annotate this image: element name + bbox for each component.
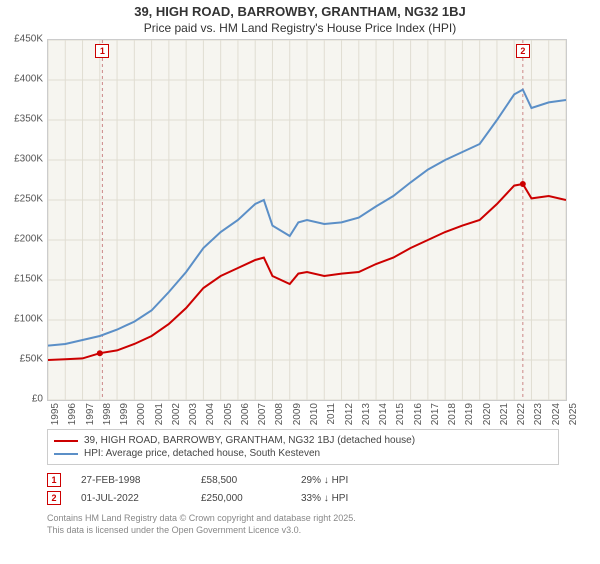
footer-line-2: This data is licensed under the Open Gov… [47, 525, 600, 537]
x-tick-label: 1996 [67, 403, 78, 425]
legend-row: HPI: Average price, detached house, Sout… [54, 447, 552, 460]
event-marker: 2 [47, 491, 61, 505]
x-tick-label: 2014 [378, 403, 389, 425]
event-date: 27-FEB-1998 [81, 475, 181, 486]
y-tick-label: £200K [3, 234, 43, 245]
x-tick-label: 2025 [568, 403, 579, 425]
event-date: 01-JUL-2022 [81, 493, 181, 504]
event-price: £250,000 [201, 493, 281, 504]
legend-swatch [54, 440, 78, 442]
x-tick-label: 2010 [309, 403, 320, 425]
chart-title-main: 39, HIGH ROAD, BARROWBY, GRANTHAM, NG32 … [0, 4, 600, 19]
x-tick-label: 2005 [223, 403, 234, 425]
x-tick-label: 2006 [240, 403, 251, 425]
y-tick-label: £350K [3, 114, 43, 125]
event-vs-hpi: 33% ↓ HPI [301, 493, 391, 504]
x-tick-label: 2001 [154, 403, 165, 425]
x-tick-label: 1997 [85, 403, 96, 425]
legend-label: 39, HIGH ROAD, BARROWBY, GRANTHAM, NG32 … [84, 435, 415, 446]
y-tick-label: £0 [3, 394, 43, 405]
x-axis: 1995 1996 1997 1998 1999 2000 2001 2002 2003 2004… [47, 399, 565, 429]
x-tick-label: 2022 [516, 403, 527, 425]
x-tick-label: 2020 [482, 403, 493, 425]
plot-area: 12 [47, 39, 567, 401]
x-tick-label: 2023 [533, 403, 544, 425]
event-price: £58,500 [201, 475, 281, 486]
x-tick-label: 2008 [274, 403, 285, 425]
chart-area: £0 £50K £100K £150K £200K £250K £300K £350K £400… [5, 39, 565, 429]
y-tick-label: £150K [3, 274, 43, 285]
footer-line-1: Contains HM Land Registry data © Crown c… [47, 513, 600, 525]
x-tick-label: 2011 [326, 403, 337, 425]
y-tick-label: £250K [3, 194, 43, 205]
y-tick-label: £450K [3, 34, 43, 45]
x-tick-label: 2016 [413, 403, 424, 425]
event-row: 2 01-JUL-2022 £250,000 33% ↓ HPI [47, 489, 600, 507]
x-tick-label: 2009 [292, 403, 303, 425]
y-tick-label: £100K [3, 314, 43, 325]
x-tick-label: 2002 [171, 403, 182, 425]
x-tick-label: 2007 [257, 403, 268, 425]
footer-attribution: Contains HM Land Registry data © Crown c… [47, 513, 600, 536]
x-tick-label: 1998 [102, 403, 113, 425]
x-tick-label: 2024 [551, 403, 562, 425]
event-row: 1 27-FEB-1998 £58,500 29% ↓ HPI [47, 471, 600, 489]
x-tick-label: 2018 [447, 403, 458, 425]
y-tick-label: £50K [3, 354, 43, 365]
legend-label: HPI: Average price, detached house, Sout… [84, 448, 320, 459]
x-tick-label: 1999 [119, 403, 130, 425]
x-tick-label: 2013 [361, 403, 372, 425]
sale-marker-2: 2 [516, 44, 530, 58]
x-tick-label: 2000 [136, 403, 147, 425]
x-tick-label: 2015 [395, 403, 406, 425]
x-tick-label: 2004 [205, 403, 216, 425]
sale-marker-1: 1 [95, 44, 109, 58]
y-tick-label: £300K [3, 154, 43, 165]
chart-svg [48, 40, 566, 400]
x-tick-label: 2019 [464, 403, 475, 425]
legend-swatch [54, 453, 78, 455]
legend: 39, HIGH ROAD, BARROWBY, GRANTHAM, NG32 … [47, 429, 559, 465]
x-tick-label: 2003 [188, 403, 199, 425]
x-tick-label: 2012 [344, 403, 355, 425]
legend-row: 39, HIGH ROAD, BARROWBY, GRANTHAM, NG32 … [54, 434, 552, 447]
y-axis: £0£50K£100K£150K£200K£250K£300K£350K£400… [5, 39, 47, 399]
event-vs-hpi: 29% ↓ HPI [301, 475, 391, 486]
events-table: 1 27-FEB-1998 £58,500 29% ↓ HPI 2 01-JUL-2022… [47, 471, 600, 507]
chart-title-sub: Price paid vs. HM Land Registry's House … [0, 21, 600, 35]
x-tick-label: 1995 [50, 403, 61, 425]
x-tick-label: 2017 [430, 403, 441, 425]
y-tick-label: £400K [3, 74, 43, 85]
event-marker: 1 [47, 473, 61, 487]
x-tick-label: 2021 [499, 403, 510, 425]
